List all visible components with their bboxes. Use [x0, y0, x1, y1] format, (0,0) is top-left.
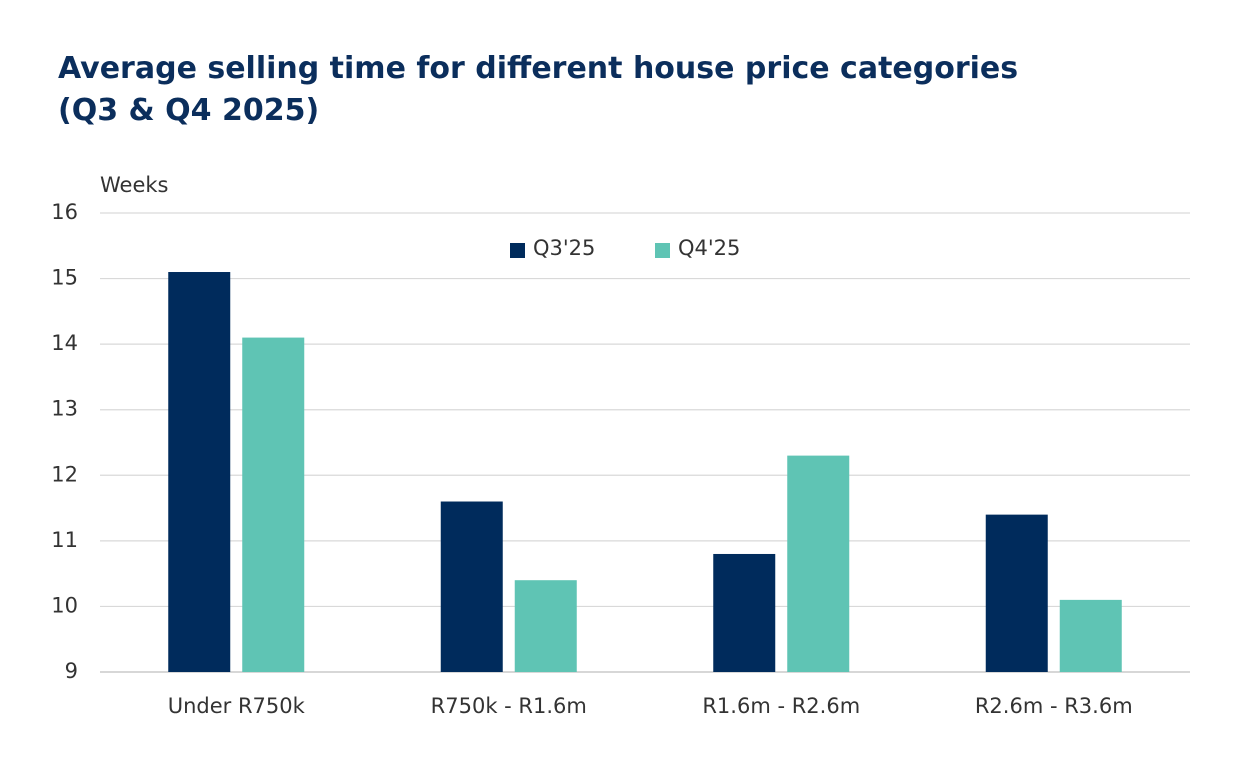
bar	[242, 337, 305, 672]
bar	[1059, 599, 1122, 672]
bar	[440, 501, 503, 672]
bar	[787, 455, 850, 672]
legend-swatch	[510, 243, 525, 258]
bar	[168, 272, 231, 672]
y-tick-label: 16	[51, 200, 78, 224]
bar	[713, 553, 776, 672]
y-tick-label: 14	[51, 331, 78, 355]
bar	[514, 580, 577, 672]
y-axis-label: Weeks	[100, 173, 168, 197]
y-tick-label: 13	[51, 397, 78, 421]
y-tick-label: 12	[51, 462, 78, 486]
legend-label: Q4'25	[678, 236, 740, 260]
legend-label: Q3'25	[533, 236, 595, 260]
y-tick-label: 10	[51, 593, 78, 617]
legend-swatch	[655, 243, 670, 258]
chart-title: Average selling time for different house…	[58, 51, 1018, 86]
chart-title: (Q3 & Q4 2025)	[58, 93, 319, 128]
y-tick-label: 15	[51, 266, 78, 290]
x-tick-label: R2.6m - R3.6m	[975, 694, 1133, 718]
x-tick-label: R1.6m - R2.6m	[702, 694, 860, 718]
y-tick-label: 11	[51, 528, 78, 552]
x-tick-label: Under R750k	[168, 694, 306, 718]
x-tick-label: R750k - R1.6m	[431, 694, 587, 718]
bar	[985, 514, 1048, 672]
y-tick-label: 9	[65, 659, 78, 683]
